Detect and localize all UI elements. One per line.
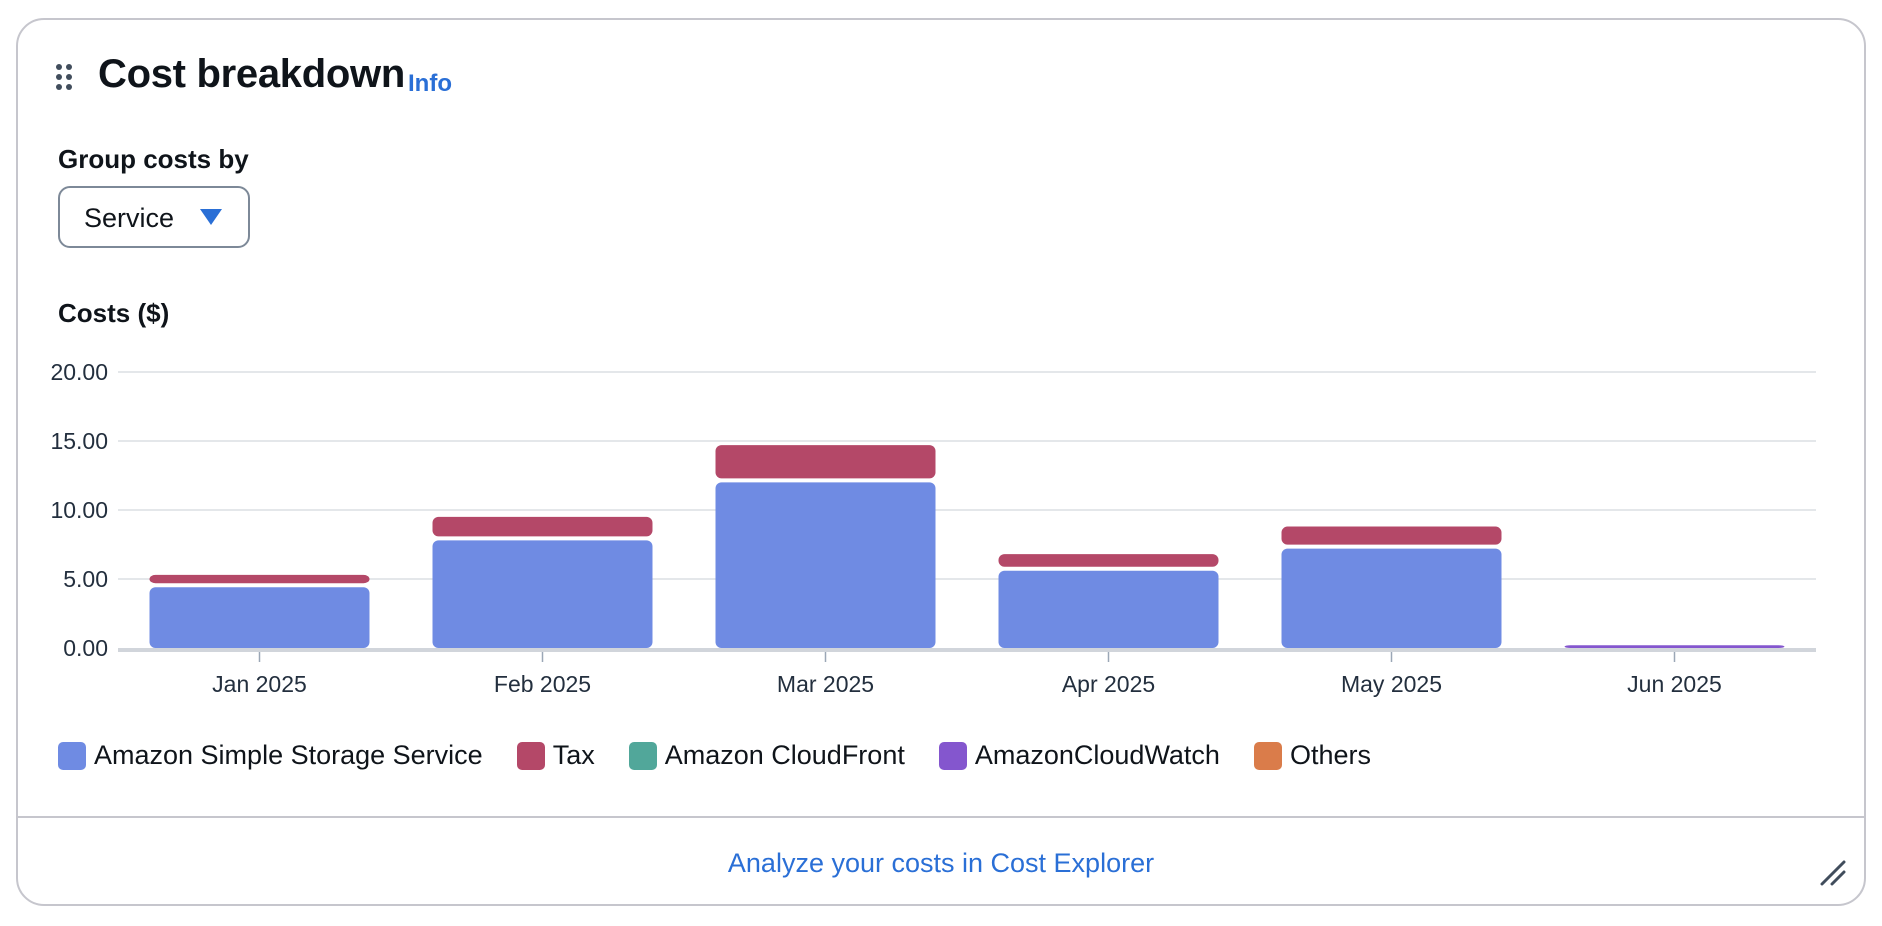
bar-segment[interactable] — [1564, 645, 1785, 648]
bar-segment[interactable] — [1281, 526, 1502, 545]
legend-item[interactable]: Amazon Simple Storage Service — [58, 740, 483, 771]
cost-explorer-link[interactable]: Analyze your costs in Cost Explorer — [727, 848, 1155, 878]
bar-segment[interactable] — [432, 516, 653, 537]
legend-item[interactable]: Others — [1253, 740, 1371, 771]
bar-segment[interactable] — [715, 482, 936, 648]
bar-segment[interactable] — [432, 540, 653, 648]
info-link[interactable]: Info — [408, 70, 452, 97]
y-tick-label: 20.00 — [50, 359, 108, 385]
legend-label: Amazon CloudFront — [664, 740, 905, 770]
group-by-selected-value: Service — [84, 203, 175, 233]
legend-label: Others — [1289, 740, 1371, 770]
legend-item[interactable]: Amazon CloudFront — [628, 740, 905, 771]
bar-segment[interactable] — [149, 574, 370, 584]
x-tick-label: Apr 2025 — [1062, 671, 1155, 697]
bar-segment[interactable] — [1281, 548, 1502, 648]
bar-segment[interactable] — [998, 570, 1219, 648]
y-tick-label: 10.00 — [50, 497, 108, 523]
x-tick-label: Feb 2025 — [494, 671, 591, 697]
group-costs-by-label: Group costs by — [58, 144, 249, 174]
legend-swatch — [516, 741, 545, 770]
legend-swatch — [938, 741, 967, 770]
card-title: Cost breakdown — [98, 52, 405, 96]
x-tick-label: Jun 2025 — [1627, 671, 1722, 697]
y-tick-label: 5.00 — [63, 566, 108, 592]
group-by-select[interactable]: Service — [58, 186, 250, 248]
resize-handle-icon[interactable] — [1820, 860, 1846, 886]
cost-breakdown-card: Cost breakdown Info Group costs by Servi… — [16, 18, 1866, 906]
legend-item[interactable]: AmazonCloudWatch — [938, 740, 1220, 771]
bar-segment[interactable] — [998, 554, 1219, 567]
legend-swatch — [1253, 741, 1282, 770]
legend-swatch — [628, 741, 657, 770]
legend-item[interactable]: Tax — [516, 740, 595, 771]
legend-label: Tax — [552, 740, 595, 770]
footer-divider — [18, 816, 1864, 818]
chart-legend: Amazon Simple Storage Service Tax Amazon C… — [58, 740, 1405, 771]
legend-swatch — [58, 741, 86, 770]
cost-bar-chart: 0.00 5.00 10.00 15.00 20.00 Jan 2025 Feb 2025 M… — [50, 359, 1816, 697]
y-axis-label: Costs ($) — [58, 298, 170, 328]
drag-handle-icon[interactable] — [56, 64, 78, 98]
legend-label: Amazon Simple Storage Service — [94, 740, 483, 770]
caret-down-icon — [200, 209, 222, 225]
bar-segment[interactable] — [149, 587, 370, 648]
y-tick-label: 15.00 — [50, 428, 108, 454]
bar-segment[interactable] — [715, 445, 936, 479]
x-tick-label: May 2025 — [1341, 671, 1442, 697]
x-tick-label: Mar 2025 — [777, 671, 874, 697]
legend-label: AmazonCloudWatch — [974, 740, 1220, 770]
y-tick-label: 0.00 — [63, 635, 108, 661]
x-tick-label: Jan 2025 — [212, 671, 307, 697]
